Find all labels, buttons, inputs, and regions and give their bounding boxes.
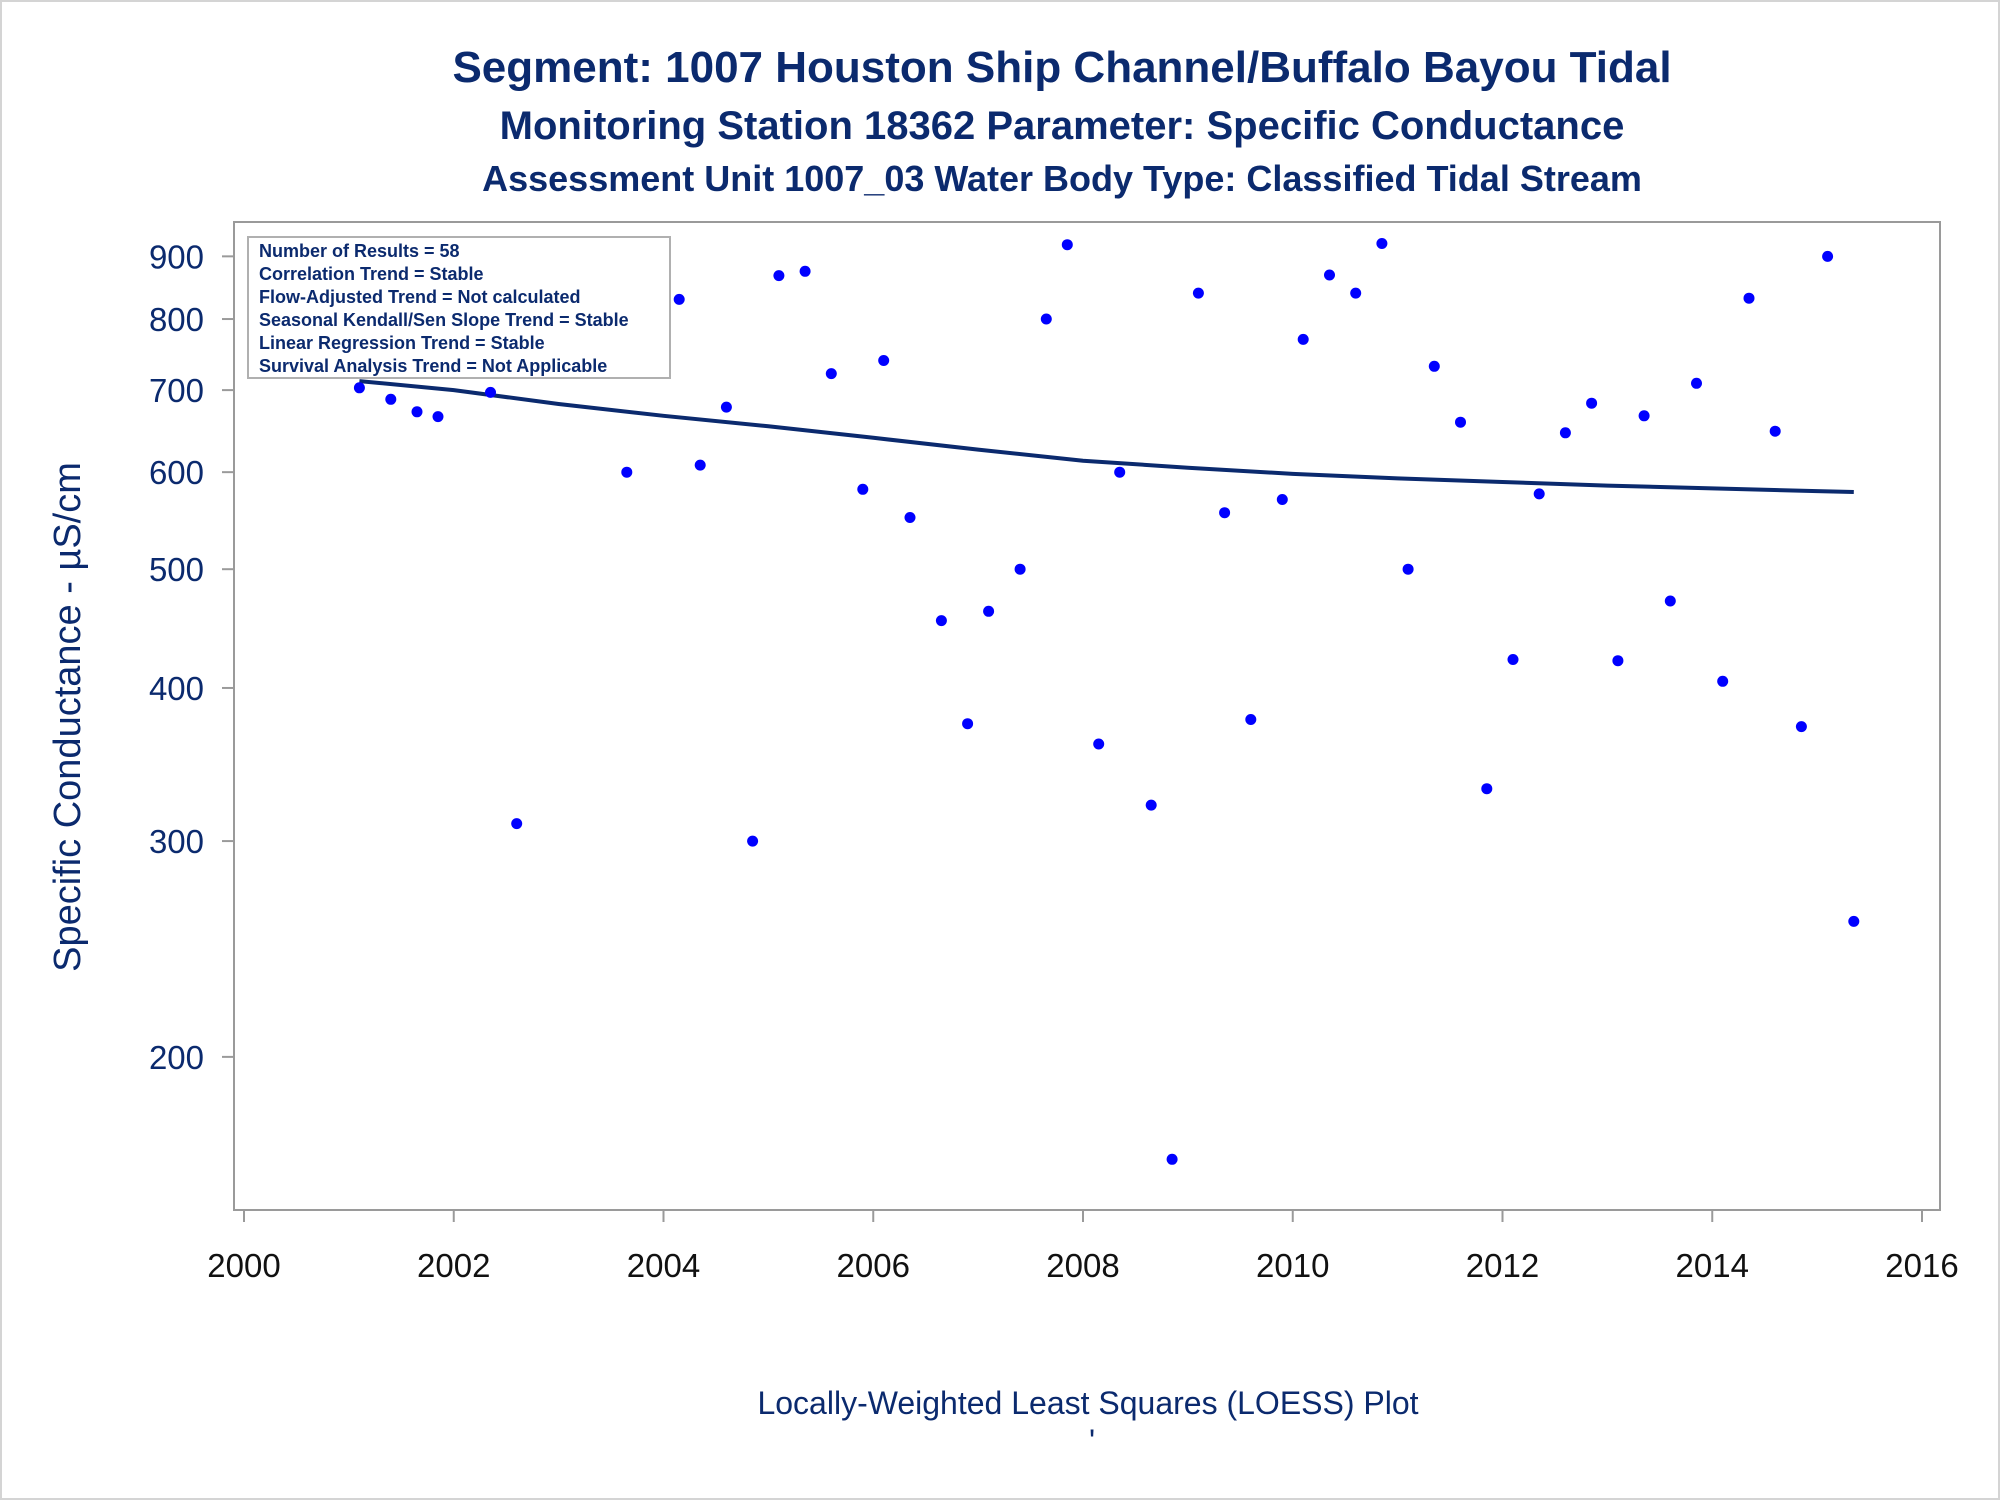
y-tick-label: 400 xyxy=(149,670,204,707)
data-point xyxy=(1455,416,1466,428)
data-point xyxy=(385,393,397,405)
data-point xyxy=(799,265,811,277)
data-point xyxy=(773,270,785,282)
data-point xyxy=(825,368,837,380)
y-tick-label: 500 xyxy=(149,551,204,588)
legend-box: Number of Results = 58 Correlation Trend… xyxy=(247,236,671,379)
data-point xyxy=(720,401,732,413)
data-point xyxy=(1743,292,1755,304)
data-point xyxy=(857,483,869,495)
data-point xyxy=(1040,313,1052,325)
data-point xyxy=(1428,360,1440,372)
data-point xyxy=(1586,397,1598,409)
x-tick-label: 2004 xyxy=(627,1247,700,1284)
x-tick-label: 2000 xyxy=(207,1247,280,1284)
data-point xyxy=(1061,239,1073,251)
data-point xyxy=(1533,488,1545,500)
x-tick-label: 2008 xyxy=(1046,1247,1119,1284)
data-point xyxy=(1822,250,1834,262)
x-tick-label: 2012 xyxy=(1466,1247,1539,1284)
y-tick-label: 200 xyxy=(149,1039,204,1076)
data-point xyxy=(935,615,947,627)
footnote-mark: ' xyxy=(1089,1423,1095,1459)
x-tick-label: 2014 xyxy=(1676,1247,1749,1284)
data-point xyxy=(511,818,523,830)
y-axis: 200 300 400 500 600 700 800 900 xyxy=(149,238,234,1076)
y-axis-label: Specific Conductance - µS/cm xyxy=(47,462,89,972)
legend-line-4: Seasonal Kendall/Sen Slope Trend = Stabl… xyxy=(259,310,629,330)
y-tick-label: 900 xyxy=(149,238,204,275)
data-point xyxy=(1481,783,1493,795)
data-point xyxy=(1014,563,1026,575)
loess-line xyxy=(359,379,1854,494)
data-point xyxy=(1166,1153,1178,1165)
data-point xyxy=(1192,287,1204,299)
data-point xyxy=(1324,269,1335,281)
data-point xyxy=(1717,675,1729,687)
x-axis: 2000 2002 2004 2006 2008 2010 2012 2014 2016 xyxy=(207,1210,1959,1284)
legend-line-5: Linear Regression Trend = Stable xyxy=(259,333,545,353)
data-point xyxy=(1769,425,1781,437)
data-point xyxy=(983,605,995,617)
data-point xyxy=(673,293,685,305)
y-tick-label: 300 xyxy=(149,823,204,860)
data-point xyxy=(1376,238,1388,249)
x-tick-label: 2010 xyxy=(1256,1247,1329,1284)
y-tick-label: 600 xyxy=(149,454,204,491)
data-point xyxy=(962,718,974,730)
chart-subtitle: Monitoring Station 18362 Parameter: Spec… xyxy=(500,104,1625,148)
data-point xyxy=(1612,655,1624,667)
chart-title: Segment: 1007 Houston Ship Channel/Buffa… xyxy=(452,43,1671,92)
data-point xyxy=(432,411,444,423)
data-point xyxy=(904,512,916,523)
data-point xyxy=(694,459,706,471)
plot-area xyxy=(233,221,1941,1211)
data-point xyxy=(485,386,496,398)
data-point xyxy=(1848,915,1860,927)
x-tick-label: 2016 xyxy=(1885,1247,1958,1284)
data-point xyxy=(1795,721,1807,733)
data-point xyxy=(1145,799,1157,811)
data-point xyxy=(1093,738,1105,750)
data-point xyxy=(1245,714,1257,725)
legend-line-3: Flow-Adjusted Trend = Not calculated xyxy=(259,287,581,307)
data-point xyxy=(1691,377,1702,389)
data-point xyxy=(1297,333,1309,345)
data-point xyxy=(1638,410,1650,422)
data-point xyxy=(1559,427,1571,439)
data-point xyxy=(1114,466,1126,478)
y-tick-label: 800 xyxy=(149,301,204,338)
data-point xyxy=(1664,595,1676,607)
legend-line-2: Correlation Trend = Stable xyxy=(259,264,484,284)
data-point xyxy=(878,355,890,366)
data-point xyxy=(1276,494,1288,505)
x-tick-label: 2002 xyxy=(417,1247,490,1284)
legend-frame xyxy=(247,236,671,379)
data-point xyxy=(353,382,365,394)
data-point xyxy=(1219,507,1231,519)
x-tick-label: 2006 xyxy=(837,1247,910,1284)
data-point xyxy=(621,466,633,478)
data-point xyxy=(1350,287,1362,299)
y-tick-label: 700 xyxy=(149,372,204,409)
data-point xyxy=(747,835,759,847)
legend-line-1: Number of Results = 58 xyxy=(259,241,460,261)
data-point xyxy=(1402,563,1414,575)
chart-subtitle-2: Assessment Unit 1007_03 Water Body Type:… xyxy=(482,158,1642,199)
data-point xyxy=(411,406,423,418)
loess-line-layer xyxy=(359,379,1854,494)
legend-line-6: Survival Analysis Trend = Not Applicable xyxy=(259,356,607,376)
data-point xyxy=(1507,654,1519,665)
footnote: Locally-Weighted Least Squares (LOESS) P… xyxy=(757,1385,1418,1421)
